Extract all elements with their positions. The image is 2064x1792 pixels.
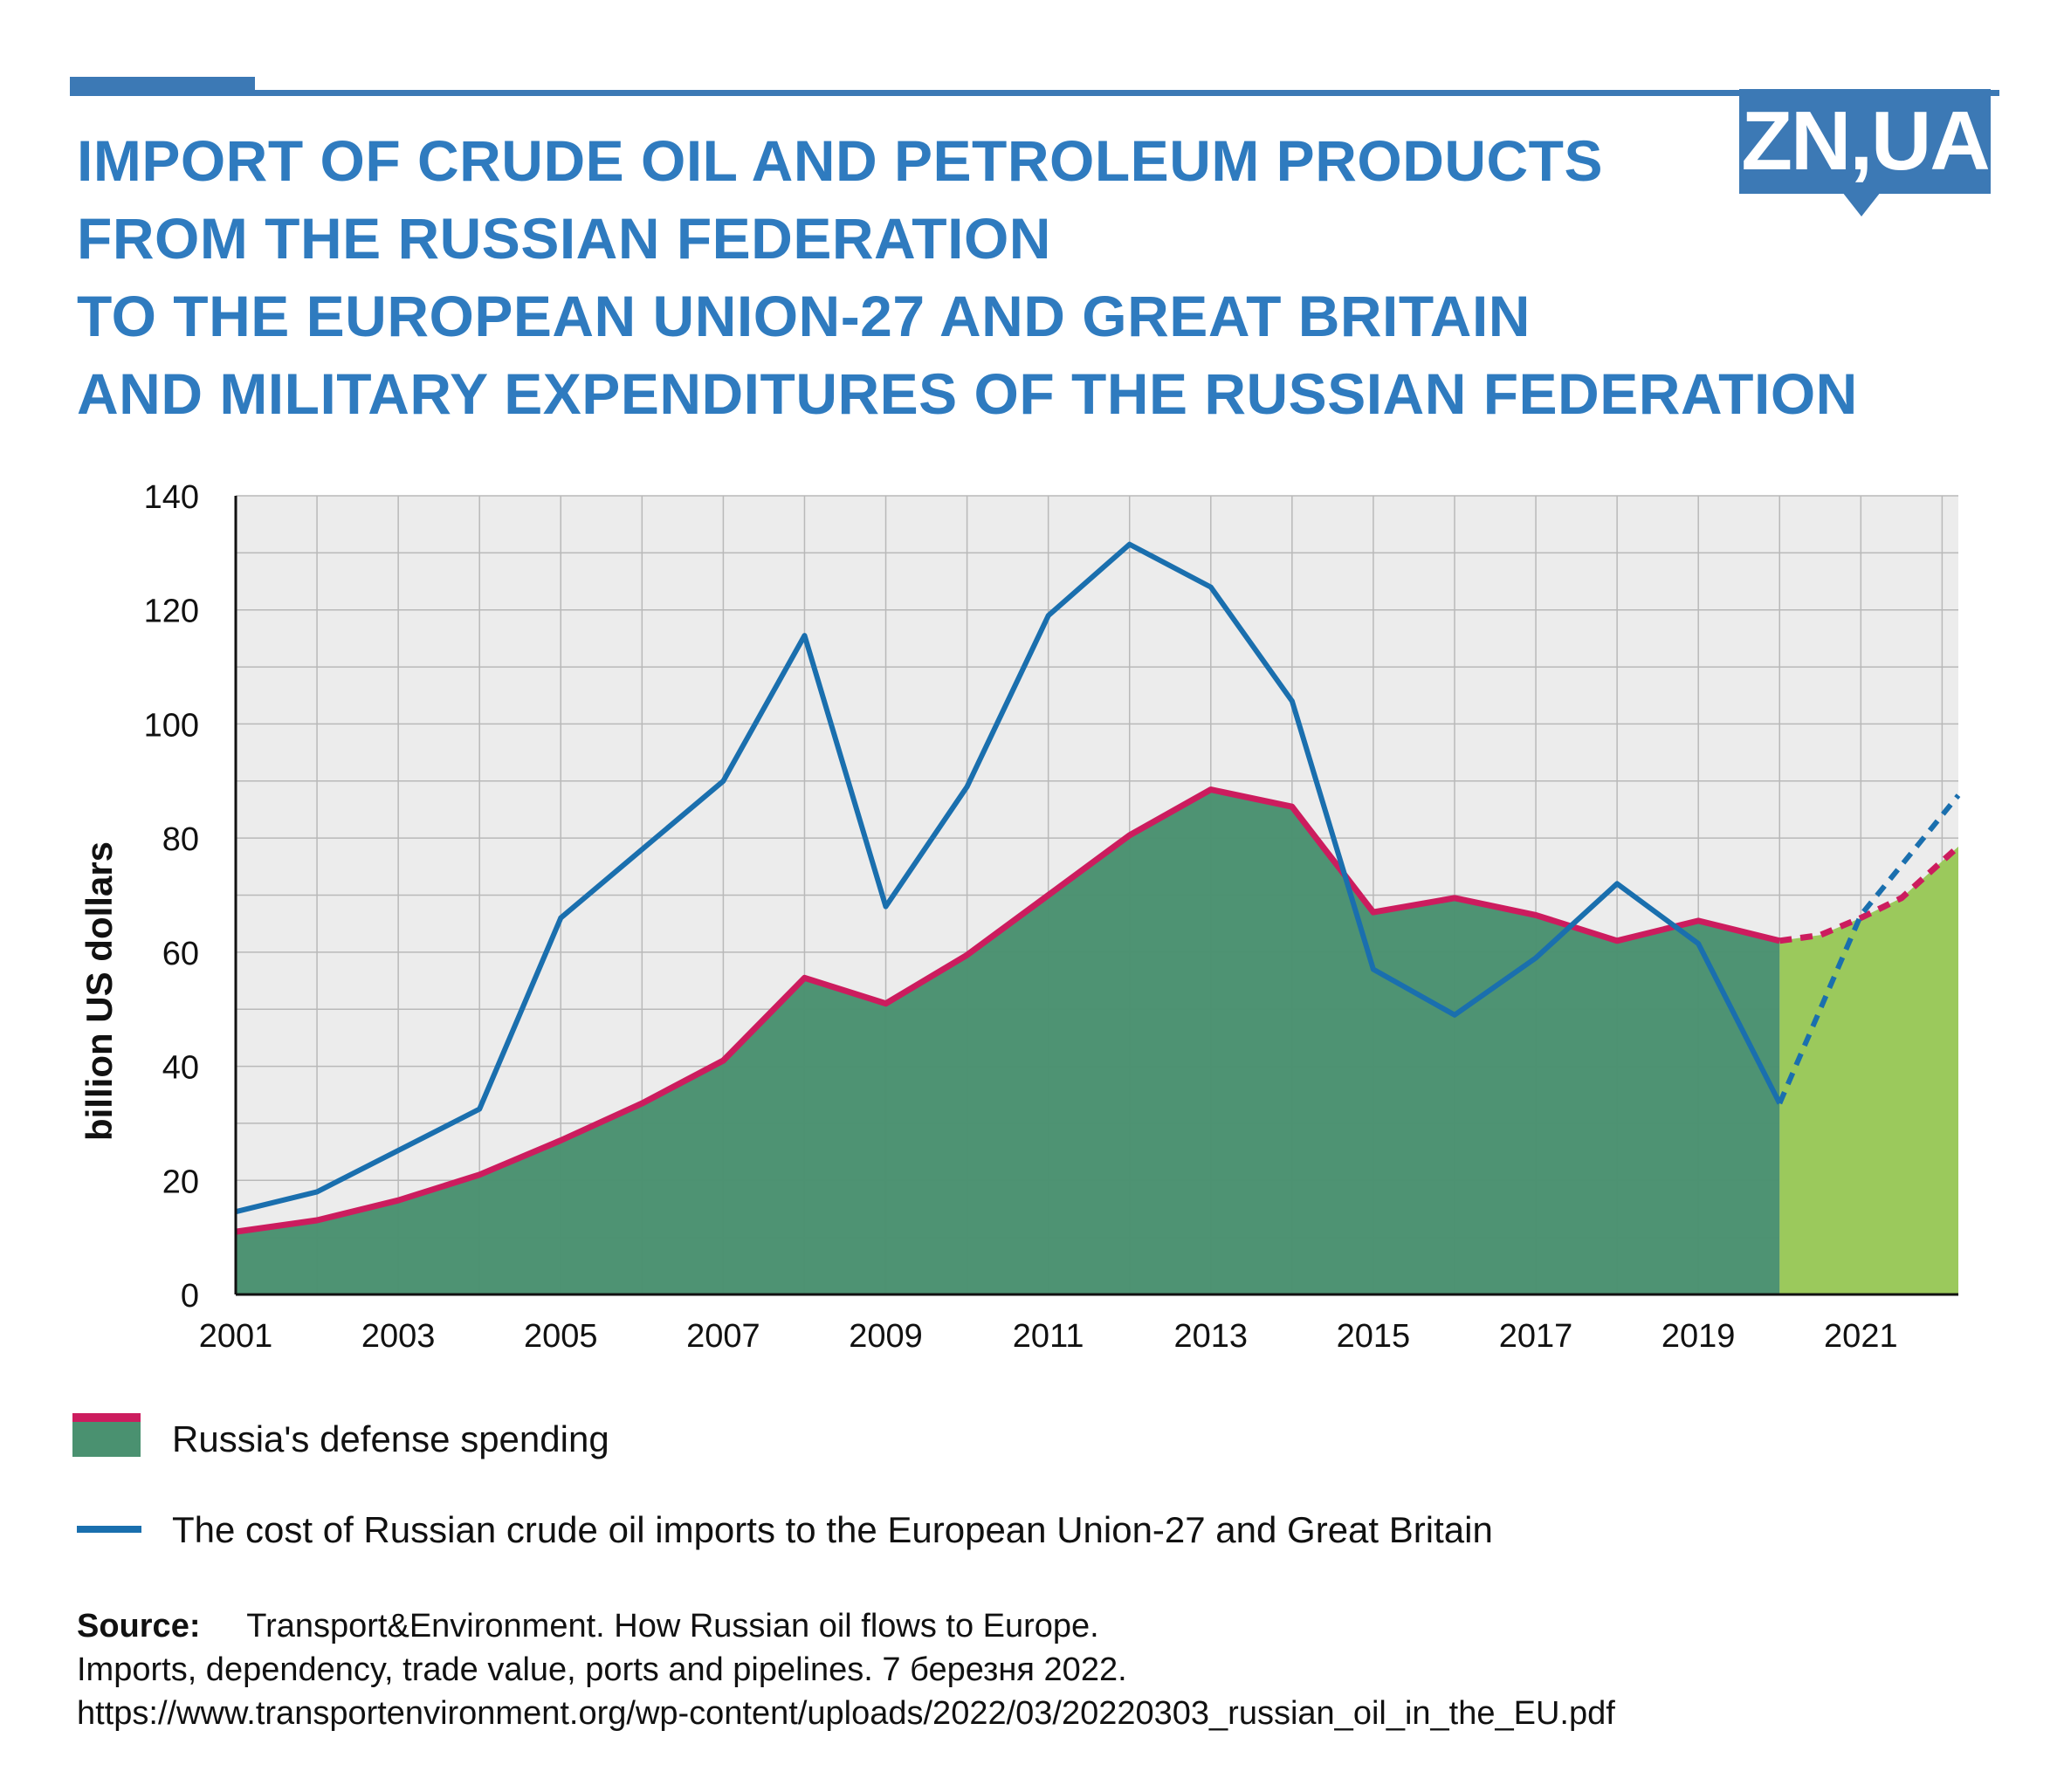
x-tick-label: 2005 — [524, 1318, 598, 1355]
y-tick-label: 140 — [144, 479, 199, 516]
legend-oil-label: The cost of Russian crude oil imports to… — [172, 1509, 1493, 1550]
chart-svg: 0 20 40 60 80 100 120 140 2001 2003 2005 2007 2009 20… — [79, 479, 1961, 1355]
x-tick-label: 2021 — [1824, 1318, 1898, 1355]
title-line-2: FROM THE RUSSIAN FEDERATION — [77, 206, 1051, 271]
defense-area — [236, 789, 1958, 1294]
chart-title: IMPORT OF CRUDE OIL AND PETROLEUM PRODUC… — [77, 122, 1998, 433]
x-tick-label: 2015 — [1337, 1318, 1411, 1355]
oil-line-projection — [1777, 793, 1961, 1105]
y-axis-label: billion US dollars — [79, 841, 120, 1141]
defense-line-projection — [1778, 844, 1961, 944]
defense-line — [235, 786, 1781, 1235]
legend-oil-swatch — [77, 1526, 141, 1533]
source-label: Source: — [77, 1608, 201, 1644]
title-line-3: TO THE EUROPEAN UNION-27 AND GREAT BRITA… — [77, 284, 1531, 348]
x-tick-label: 2009 — [849, 1318, 923, 1355]
x-tick-label: 2003 — [361, 1318, 436, 1355]
source-line-1: Source: Transport&Environment. How Russi… — [77, 1604, 1099, 1648]
x-tick-label: 2001 — [199, 1318, 273, 1355]
y-tick-label: 80 — [162, 821, 199, 858]
y-tick-label: 40 — [162, 1050, 199, 1087]
source-line-3: https://www.transportenvironment.org/wp-… — [77, 1695, 1615, 1732]
legend-defense-swatch-line — [72, 1413, 141, 1422]
y-tick-label: 20 — [162, 1164, 199, 1200]
legend-defense-swatch — [72, 1420, 141, 1457]
y-tick-label: 0 — [181, 1278, 199, 1315]
y-tick-label: 120 — [144, 594, 199, 630]
defense-area-projection — [1779, 846, 1958, 1294]
source-text-1: Transport&Environment. How Russian oil f… — [246, 1608, 1099, 1644]
zn-ua-logo: ZN,UA — [1739, 89, 1991, 194]
x-tick-label: 2007 — [686, 1318, 760, 1355]
axes: 0 20 40 60 80 100 120 140 2001 2003 2005 2007 2009 20… — [79, 479, 1958, 1355]
legend-defense-label: Russia's defense spending — [172, 1418, 609, 1459]
x-tick-label: 2013 — [1174, 1318, 1249, 1355]
title-line-1: IMPORT OF CRUDE OIL AND PETROLEUM PRODUC… — [77, 128, 1604, 193]
x-tick-label: 2011 — [1013, 1318, 1084, 1355]
oil-line — [235, 541, 1782, 1215]
logo-speech-tail — [1842, 192, 1881, 216]
x-tick-label: 2017 — [1499, 1318, 1573, 1355]
header-rule — [70, 90, 1999, 96]
source-line-2: Imports, dependency, trade value, ports … — [77, 1651, 1127, 1688]
series-lines — [235, 541, 1961, 1235]
x-tick-label: 2019 — [1662, 1318, 1736, 1355]
defense-area-fill — [236, 789, 1780, 1294]
title-line-4: AND MILITARY EXPENDITURES OF THE RUSSIAN… — [77, 361, 1858, 426]
y-tick-label: 60 — [162, 936, 199, 972]
y-tick-label: 100 — [144, 707, 199, 744]
